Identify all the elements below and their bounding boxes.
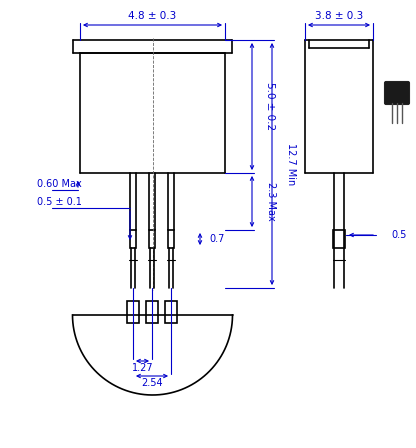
Text: 4.8 ± 0.3: 4.8 ± 0.3: [129, 11, 177, 21]
Text: 0.5 ± 0.1: 0.5 ± 0.1: [37, 197, 82, 207]
Text: 0.7: 0.7: [209, 234, 224, 244]
Bar: [168, 230, 174, 248]
Bar: [149, 230, 155, 248]
Bar: [333, 230, 345, 248]
Bar: [165, 301, 177, 323]
Bar: [127, 301, 139, 323]
FancyBboxPatch shape: [384, 82, 409, 104]
Text: 1.27: 1.27: [132, 363, 154, 373]
Bar: [130, 230, 136, 248]
Text: 0.60 Max: 0.60 Max: [37, 179, 82, 189]
Text: 2.3 Max: 2.3 Max: [266, 182, 276, 221]
Text: 0.5: 0.5: [391, 230, 406, 240]
Text: 12.7 Min: 12.7 Min: [286, 143, 296, 185]
Text: 5.0 ± 0.2: 5.0 ± 0.2: [265, 82, 275, 130]
Text: 2.54: 2.54: [141, 378, 163, 388]
Bar: [146, 301, 158, 323]
Text: 3.8 ± 0.3: 3.8 ± 0.3: [315, 11, 363, 21]
